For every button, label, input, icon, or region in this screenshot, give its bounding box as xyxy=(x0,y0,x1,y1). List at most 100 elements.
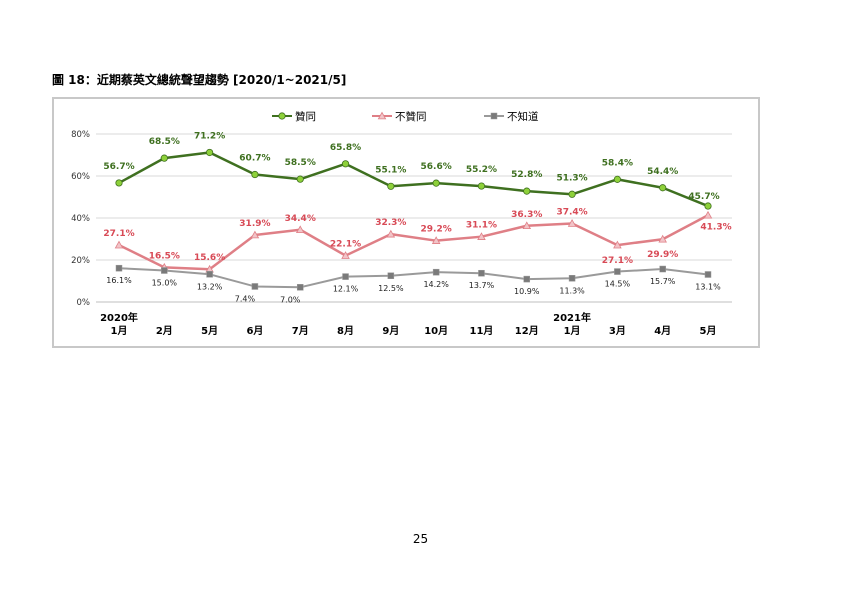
legend: 贊同 不贊同 不知道 xyxy=(272,110,539,123)
data-label: 11.3% xyxy=(559,286,585,295)
legend-label: 贊同 xyxy=(295,110,316,123)
data-point xyxy=(614,268,621,275)
data-point xyxy=(206,148,214,157)
data-label: 27.1% xyxy=(602,256,633,266)
data-label: 13.1% xyxy=(695,282,721,291)
y-tick-label: 0% xyxy=(77,298,91,308)
data-point xyxy=(115,264,123,272)
data-label: 7.4% xyxy=(235,294,256,303)
x-tick-label: 12月 xyxy=(515,325,539,337)
data-point xyxy=(432,268,440,276)
data-label: 29.9% xyxy=(647,250,678,260)
legend-label: 不知道 xyxy=(507,110,539,123)
data-label: 55.1% xyxy=(375,165,406,175)
series xyxy=(114,148,713,291)
chart-frame: 0% 20% 40% 60% 80% 1月 2月 5月 6月 7月 8月 9月 10月 11月 12月 1月 3… xyxy=(52,97,760,348)
data-point xyxy=(386,229,396,238)
data-point xyxy=(431,236,441,244)
year-label: 2021年 xyxy=(553,311,591,324)
data-point xyxy=(704,202,712,210)
data-label: 56.7% xyxy=(103,162,134,172)
data-point xyxy=(659,265,666,273)
data-label: 36.3% xyxy=(511,210,542,220)
y-tick-label: 60% xyxy=(71,172,90,182)
data-label: 60.7% xyxy=(239,154,270,164)
data-point xyxy=(567,219,577,227)
x-tick-label: 8月 xyxy=(337,325,354,337)
data-point xyxy=(387,182,395,190)
data-point xyxy=(250,230,260,239)
data-point xyxy=(296,284,304,291)
data-point xyxy=(613,175,621,183)
data-label: 15.7% xyxy=(650,277,676,286)
data-label: 34.4% xyxy=(285,214,316,224)
x-tick-label: 1月 xyxy=(111,325,128,337)
data-point xyxy=(115,179,123,187)
data-label: 31.1% xyxy=(466,221,497,231)
x-tick-label: 6月 xyxy=(246,325,263,337)
data-point xyxy=(613,240,622,249)
data-point xyxy=(477,232,486,240)
x-tick-label: 11月 xyxy=(470,325,494,337)
data-label: 52.8% xyxy=(511,170,542,180)
x-tick-label: 4月 xyxy=(654,325,671,337)
figure-title: 圖 18：近期蔡英文總統聲望趨勢 [2020/1~2021/5] xyxy=(52,73,347,87)
data-label: 13.2% xyxy=(197,282,223,291)
data-point xyxy=(478,269,485,277)
data-labels: 56.7% 68.5% 71.2% 60.7% 58.5% 65.8% 55.1% 56.6%… xyxy=(103,131,731,304)
data-label: 16.5% xyxy=(149,251,180,261)
data-point xyxy=(206,271,213,278)
approval-trend-chart: 0% 20% 40% 60% 80% 1月 2月 5月 6月 7月 8月 9月 10月 11月 12月 1月 3… xyxy=(71,110,732,337)
data-point xyxy=(523,187,531,195)
legend-label: 不贊同 xyxy=(395,110,427,123)
x-tick-label: 3月 xyxy=(609,325,626,337)
data-point xyxy=(523,275,531,283)
data-point xyxy=(295,225,305,234)
series-line xyxy=(118,267,709,289)
x-tick-label: 5月 xyxy=(201,325,218,337)
data-point xyxy=(342,273,349,280)
x-tick-label: 2月 xyxy=(156,325,173,337)
data-point xyxy=(341,251,350,259)
y-tick-label: 80% xyxy=(71,130,90,140)
data-label: 10.9% xyxy=(514,287,540,296)
y-tick-label: 40% xyxy=(71,214,90,224)
data-label: 55.2% xyxy=(466,165,497,175)
data-point xyxy=(160,154,168,162)
data-label: 41.3% xyxy=(700,222,731,232)
data-label: 16.1% xyxy=(106,276,132,285)
data-label: 68.5% xyxy=(149,137,180,147)
data-label: 12.5% xyxy=(378,284,404,293)
data-point xyxy=(296,175,304,183)
data-label: 54.4% xyxy=(647,167,678,177)
page-number: 25 xyxy=(412,532,429,546)
data-label: 32.3% xyxy=(375,218,406,228)
data-point xyxy=(432,179,440,187)
data-label: 14.2% xyxy=(423,280,449,289)
data-point xyxy=(703,210,713,219)
data-point xyxy=(477,182,486,190)
data-label: 12.1% xyxy=(333,285,359,294)
grid-lines xyxy=(96,133,732,303)
x-tick-label: 7月 xyxy=(292,325,309,337)
data-point xyxy=(659,184,667,192)
data-label: 65.8% xyxy=(330,143,361,153)
x-tick-label: 9月 xyxy=(382,325,399,337)
data-point xyxy=(568,275,576,282)
legend-marker xyxy=(377,111,387,120)
y-tick-label: 20% xyxy=(71,256,90,266)
data-label: 15.0% xyxy=(152,279,178,288)
data-label: 37.4% xyxy=(556,207,587,217)
data-point xyxy=(161,267,168,274)
series-line xyxy=(118,151,709,208)
data-point xyxy=(341,160,350,168)
year-label: 2020年 xyxy=(100,311,138,324)
data-label: 58.4% xyxy=(602,158,633,168)
data-label: 51.3% xyxy=(556,173,587,183)
data-point xyxy=(251,170,259,179)
axes: 0% 20% 40% 60% 80% 1月 2月 5月 6月 7月 8月 9月 10月 11月 12月 1月 3… xyxy=(71,130,732,337)
data-label: 14.5% xyxy=(605,280,631,289)
data-label: 29.2% xyxy=(421,225,452,235)
data-point xyxy=(704,271,712,278)
data-point xyxy=(251,283,259,290)
